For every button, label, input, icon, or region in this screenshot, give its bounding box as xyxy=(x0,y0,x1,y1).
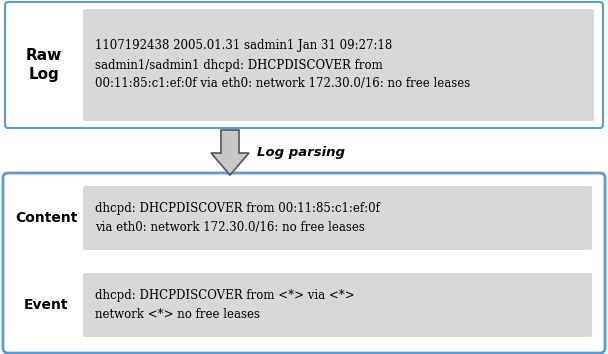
Polygon shape xyxy=(211,130,249,175)
Text: 1107192438 2005.01.31 sadmin1 Jan 31 09:27:18
sadmin1/sadmin1 dhcpd: DHCPDISCOVE: 1107192438 2005.01.31 sadmin1 Jan 31 09:… xyxy=(95,40,470,91)
FancyBboxPatch shape xyxy=(83,273,592,337)
FancyBboxPatch shape xyxy=(83,186,592,250)
Text: dhcpd: DHCPDISCOVER from 00:11:85:c1:ef:0f
via eth0: network 172.30.0/16: no fre: dhcpd: DHCPDISCOVER from 00:11:85:c1:ef:… xyxy=(95,202,380,234)
Text: Log parsing: Log parsing xyxy=(257,146,345,159)
FancyBboxPatch shape xyxy=(3,173,605,353)
Text: Raw
Log: Raw Log xyxy=(26,48,62,82)
FancyBboxPatch shape xyxy=(5,2,603,128)
Text: Content: Content xyxy=(15,211,77,225)
FancyBboxPatch shape xyxy=(83,9,594,121)
Text: Event: Event xyxy=(24,298,68,312)
Text: dhcpd: DHCPDISCOVER from <*> via <*>
network <*> no free leases: dhcpd: DHCPDISCOVER from <*> via <*> net… xyxy=(95,289,354,321)
